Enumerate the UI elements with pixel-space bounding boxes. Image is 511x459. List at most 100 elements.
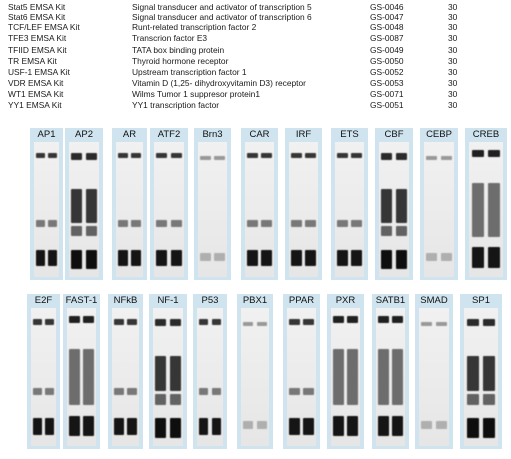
kit-name: TFIID EMSA Kit <box>8 45 67 55</box>
gel-panel-label: PPAR <box>288 295 315 306</box>
kit-description: YY1 transcription factor <box>132 100 220 110</box>
gel-band <box>395 189 407 223</box>
gel-lane <box>395 142 407 277</box>
gel-panel: CREB <box>465 128 507 280</box>
gel-panel-label: SMAD <box>420 295 448 306</box>
gel-image <box>197 308 223 446</box>
gel-band <box>156 152 168 159</box>
gel-band <box>289 388 300 395</box>
quantity: 30 <box>448 56 458 66</box>
gel-lane <box>114 308 124 446</box>
gel-band <box>155 418 167 438</box>
gel-band <box>351 220 362 228</box>
kit-name: YY1 EMSA Kit <box>8 100 62 110</box>
gel-band <box>289 418 300 435</box>
gel-band <box>85 250 97 269</box>
gel-band <box>466 418 479 438</box>
gel-band <box>69 415 80 437</box>
gel-lane <box>291 142 302 277</box>
quantity: 30 <box>448 22 458 32</box>
gel-panel: SMAD <box>415 294 453 449</box>
gel-band <box>155 319 167 326</box>
gel-lane <box>337 142 348 277</box>
gel-panel: AP1 <box>30 128 63 280</box>
gel-lane <box>214 142 225 277</box>
gel-panel: SP1 <box>460 294 502 449</box>
gel-band <box>200 252 211 261</box>
quantity: 30 <box>448 33 458 43</box>
gel-band <box>392 316 403 324</box>
gel-panel: NF-1 <box>149 294 187 449</box>
table-row: VDR EMSA Kit Vitamin D (1,25- dihydroxyvi… <box>0 78 511 88</box>
gel-band <box>169 319 181 326</box>
gel-band <box>170 250 182 267</box>
gel-panel-label: ETS <box>340 129 359 140</box>
gel-lane <box>155 308 167 446</box>
gel-band <box>247 152 258 159</box>
gel-band <box>156 250 168 267</box>
gel-panel-label: PBX1 <box>242 295 268 306</box>
gel-band <box>291 152 302 159</box>
gel-band <box>45 388 54 395</box>
gel-panel: ATF2 <box>150 128 188 280</box>
quantity: 30 <box>448 12 458 22</box>
gel-lane <box>71 142 83 277</box>
gel-band <box>243 321 254 326</box>
gel-lane <box>131 142 141 277</box>
gel-band <box>199 319 209 325</box>
catalog-number: GS-0051 <box>370 100 404 110</box>
gel-panel: P53 <box>193 294 227 449</box>
gel-lane <box>85 142 97 277</box>
gel-lane <box>200 142 211 277</box>
gel-panel-label: P53 <box>201 295 219 306</box>
gel-band <box>256 421 267 430</box>
kit-name: TCF/LEF EMSA Kit <box>8 22 80 32</box>
kit-name: Stat6 EMSA Kit <box>8 12 66 22</box>
kit-name: VDR EMSA Kit <box>8 78 64 88</box>
gel-band <box>127 418 137 435</box>
table-row: TFE3 EMSA Kit Transcrion factor E3 GS-0087… <box>0 33 511 43</box>
kit-description: Vitamin D (1,25- dihydroxyvitamin D3) re… <box>132 78 306 88</box>
catalog-number: GS-0053 <box>370 78 404 88</box>
gel-lane <box>247 142 258 277</box>
gel-band <box>114 418 124 435</box>
gel-band <box>199 388 209 395</box>
gel-band <box>214 155 225 160</box>
gel-band <box>381 189 393 223</box>
gel-band <box>305 220 316 228</box>
catalog-number: GS-0071 <box>370 89 404 99</box>
gel-panel: Brn3 <box>194 128 231 280</box>
gel-band <box>471 150 484 157</box>
gel-band <box>395 250 407 269</box>
gel-band <box>483 393 496 405</box>
gel-image <box>419 308 449 446</box>
gel-band <box>69 316 80 324</box>
gel-image <box>379 142 409 277</box>
gel-lane <box>243 308 254 446</box>
gel-band <box>440 155 452 160</box>
gel-image <box>424 142 454 277</box>
gel-lane <box>211 308 221 446</box>
quantity: 30 <box>448 78 458 88</box>
gel-image <box>464 308 498 446</box>
gel-band <box>247 250 258 267</box>
gel-lane <box>381 142 393 277</box>
gel-panel: CAR <box>241 128 278 280</box>
catalog-number: GS-0050 <box>370 56 404 66</box>
gel-band <box>36 152 45 159</box>
gel-panel: SATB1 <box>372 294 409 449</box>
gel-band <box>488 247 501 268</box>
gel-band <box>170 152 182 159</box>
gel-lane <box>83 308 94 446</box>
gel-band <box>114 388 124 395</box>
gel-band <box>488 182 501 237</box>
gel-panel-label: CEBP <box>426 129 452 140</box>
gel-lane <box>378 308 389 446</box>
gel-panel: FAST-1 <box>63 294 100 449</box>
gel-band <box>131 220 141 228</box>
gel-band <box>36 220 45 228</box>
gel-band <box>247 220 258 228</box>
gel-band <box>333 415 344 437</box>
gel-panel-label: CREB <box>472 129 500 140</box>
gel-band <box>114 319 124 325</box>
